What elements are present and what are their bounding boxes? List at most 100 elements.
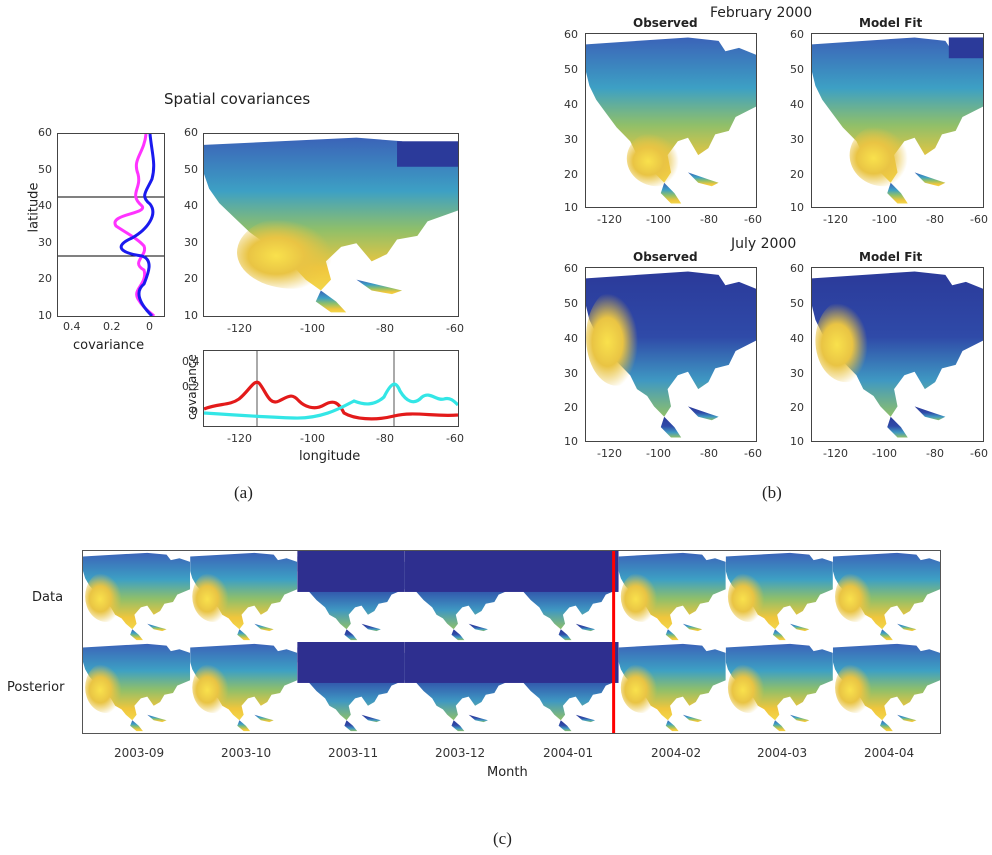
grid-map-r0-c1 [190, 553, 297, 640]
latitude-profile-plot [57, 133, 165, 317]
grid-map-r1-c0 [83, 644, 190, 731]
b2-xtick-120: -120 [823, 213, 848, 226]
b1-ytick-20: 20 [564, 168, 578, 181]
longitude-axis-label: longitude [299, 449, 360, 464]
row-label-data: Data [32, 590, 63, 605]
b4-xtick-100: -100 [872, 447, 897, 460]
covariance-map [203, 133, 459, 317]
grid-map-r0-c2 [297, 551, 404, 640]
b2-ytick-40: 40 [790, 98, 804, 111]
bcov-tick-0: 0 [191, 405, 198, 418]
model-fit-label-1: Model Fit [859, 16, 922, 30]
bcov-tick-04: 0.4 [182, 355, 200, 368]
cov-tick-0: 0 [146, 320, 153, 333]
month-label-2004-02: 2004-02 [651, 746, 701, 760]
b3-ytick-60: 60 [564, 262, 578, 275]
b1-ytick-50: 50 [564, 63, 578, 76]
longitude-profile-plot [203, 350, 459, 427]
grid-map-r0-c7 [833, 553, 940, 640]
b2-xtick-80: -80 [926, 213, 944, 226]
cov-tick-02: 0.2 [103, 320, 121, 333]
month-label-2003-09: 2003-09 [114, 746, 164, 760]
grid-map-r0-c6 [726, 553, 833, 640]
b4-xtick-80: -80 [926, 447, 944, 460]
map-a-xtick-100: -100 [300, 322, 325, 335]
lat-tick-60: 60 [38, 126, 52, 139]
lat-tick-30: 30 [38, 236, 52, 249]
panel-b-row1-title: February 2000 [710, 5, 812, 21]
map-a-ytick-40: 40 [184, 199, 198, 212]
lat-tick-10: 10 [38, 309, 52, 322]
b1-ytick-30: 30 [564, 133, 578, 146]
lat-tick-50: 50 [38, 163, 52, 176]
b3-ytick-30: 30 [564, 367, 578, 380]
lat-tick-20: 20 [38, 272, 52, 285]
jul-model-fit-map [811, 267, 984, 442]
month-label-2004-03: 2004-03 [757, 746, 807, 760]
b4-xtick-60: -60 [970, 447, 988, 460]
month-label-2004-04: 2004-04 [864, 746, 914, 760]
grid-map-r0-c0 [83, 553, 190, 640]
covariance-axis-label: covariance [73, 338, 144, 353]
b2-xtick-60: -60 [970, 213, 988, 226]
grid-map-r1-c6 [726, 644, 833, 731]
map-a-xtick-120: -120 [227, 322, 252, 335]
b2-ytick-10: 10 [790, 201, 804, 214]
grid-map-r1-c1 [190, 644, 297, 731]
b3-xtick-60: -60 [744, 447, 762, 460]
model-fit-label-2: Model Fit [859, 250, 922, 264]
b2-ytick-20: 20 [790, 168, 804, 181]
b1-ytick-60: 60 [564, 28, 578, 41]
b2-xtick-100: -100 [872, 213, 897, 226]
map-a-xtick-80: -80 [376, 322, 394, 335]
month-label-2003-10: 2003-10 [221, 746, 271, 760]
b1-xtick-60: -60 [744, 213, 762, 226]
b4-ytick-40: 40 [790, 332, 804, 345]
observed-label-2: Observed [633, 250, 698, 264]
b1-xtick-80: -80 [700, 213, 718, 226]
panel-c-caption: (c) [493, 829, 512, 849]
row-label-posterior: Posterior [7, 680, 64, 695]
b3-xtick-120: -120 [597, 447, 622, 460]
map-a-ytick-50: 50 [184, 163, 198, 176]
grid-map-r1-c3 [404, 642, 511, 731]
lon-tick-80: -80 [376, 432, 394, 445]
b3-ytick-20: 20 [564, 401, 578, 414]
panel-b-row2-title: July 2000 [731, 236, 796, 252]
b4-ytick-20: 20 [790, 401, 804, 414]
observed-label-1: Observed [633, 16, 698, 30]
panel-a-title: Spatial covariances [164, 90, 310, 108]
b4-ytick-50: 50 [790, 297, 804, 310]
lon-tick-120: -120 [227, 432, 252, 445]
map-a-ytick-60: 60 [184, 126, 198, 139]
panel-a-caption: (a) [234, 483, 253, 503]
feb-model-fit-map [811, 33, 984, 208]
map-a-ytick-30: 30 [184, 236, 198, 249]
jul-observed-map [585, 267, 757, 442]
lat-tick-40: 40 [38, 199, 52, 212]
b1-xtick-100: -100 [646, 213, 671, 226]
b2-ytick-60: 60 [790, 28, 804, 41]
monthly-map-grid [82, 550, 941, 734]
b3-xtick-100: -100 [646, 447, 671, 460]
b1-ytick-40: 40 [564, 98, 578, 111]
b3-ytick-50: 50 [564, 297, 578, 310]
b4-xtick-120: -120 [823, 447, 848, 460]
lon-tick-60: -60 [446, 432, 464, 445]
b3-xtick-80: -80 [700, 447, 718, 460]
b4-ytick-30: 30 [790, 367, 804, 380]
cov-tick-04: 0.4 [63, 320, 81, 333]
month-label-2003-12: 2003-12 [435, 746, 485, 760]
grid-map-r1-c4 [512, 642, 619, 731]
b3-ytick-10: 10 [564, 435, 578, 448]
b2-ytick-30: 30 [790, 133, 804, 146]
grid-map-r1-c5 [619, 644, 726, 731]
b3-ytick-40: 40 [564, 332, 578, 345]
bcov-tick-02: 0.2 [182, 380, 200, 393]
month-label-2004-01: 2004-01 [543, 746, 593, 760]
grid-map-r1-c7 [833, 644, 940, 731]
month-label-2003-11: 2003-11 [328, 746, 378, 760]
b1-ytick-10: 10 [564, 201, 578, 214]
month-axis-label: Month [487, 765, 528, 780]
grid-map-r0-c3 [404, 551, 511, 640]
